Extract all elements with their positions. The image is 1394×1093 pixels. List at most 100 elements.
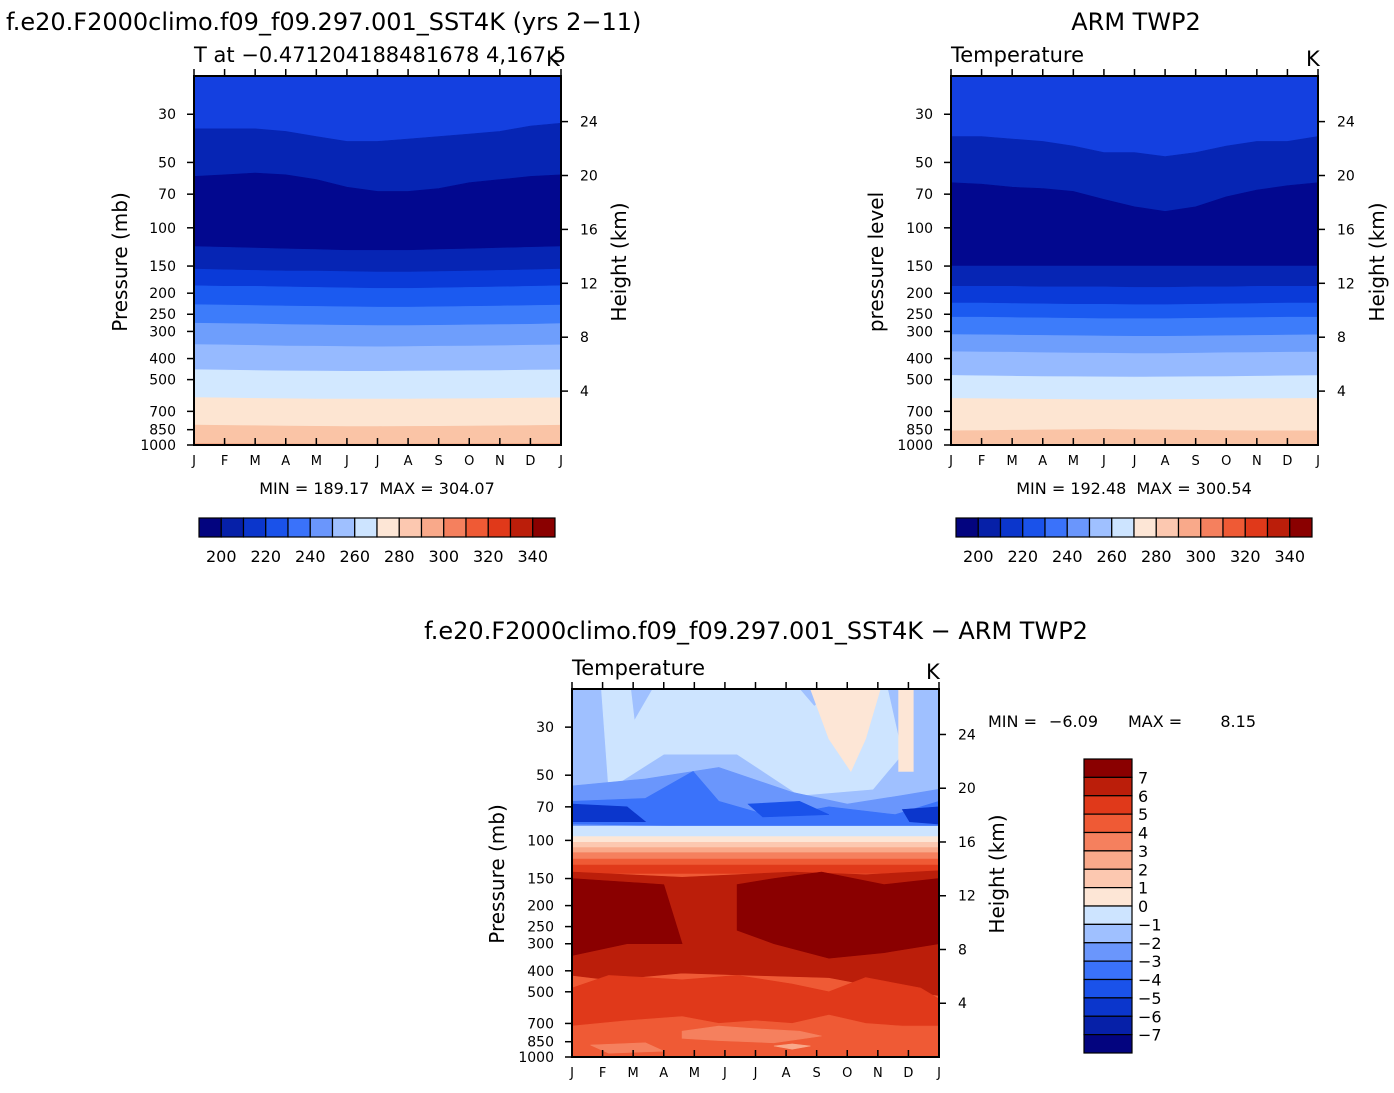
contour-band-9 (193, 369, 562, 400)
model-colorbar-label-0: 200 (206, 547, 237, 566)
model-colorbar-label-4: 280 (384, 547, 415, 566)
model-xtick-label-1: F (221, 454, 228, 469)
model-ytick-label-6: 250 (149, 307, 176, 323)
diff-colorbar-box-5 (1083, 850, 1133, 870)
model-ytick-label-12: 1000 (140, 438, 176, 454)
obs-xtick-label-10: N (1252, 454, 1262, 469)
diff-colorbar-label-7: 0 (1138, 897, 1148, 916)
obs-xtick-label-9: O (1221, 454, 1231, 469)
model-colorbar-label-2: 240 (295, 547, 326, 566)
diff-colorbar-box-8 (1083, 905, 1133, 925)
contour-band-8 (193, 344, 562, 372)
diff-colorbar-box-4 (1083, 831, 1133, 852)
diff-region-trop-7a (571, 878, 683, 956)
diff-xtick-label-4: M (689, 1066, 700, 1081)
obs-xtick-label-7: A (1161, 454, 1170, 469)
obs-minmax: MIN = 192.48 MAX = 300.54 (1016, 479, 1252, 498)
diff-colorbar-box-1 (1083, 776, 1133, 797)
obs-xtick-label-12: J (1315, 454, 1320, 469)
obs-colorbar-label-3: 260 (1096, 547, 1127, 566)
diff-xtick-label-12: J (936, 1066, 941, 1081)
model-colorbar-box-14 (509, 517, 534, 538)
obs-right-string: K (1306, 47, 1321, 71)
diff-htick-label-0: 24 (958, 727, 976, 743)
model-colorbar-box-11 (443, 517, 467, 538)
model-xtick-label-9: O (464, 454, 474, 469)
diff-ytick-label-12: 1000 (518, 1050, 554, 1066)
panel-difference-temperature: J F M A M J J A S O N D J305070100150200250300400500… (518, 682, 1162, 1081)
diff-colorbar-box-11 (1083, 960, 1133, 981)
diff-colorbar-box-6 (1083, 868, 1133, 889)
diff-htick-label-5: 4 (958, 996, 967, 1012)
obs-xtick-label-4: M (1068, 454, 1079, 469)
title-right: ARM TWP2 (1071, 8, 1201, 36)
model-right-string: K (546, 47, 561, 71)
model-ylabel: Pressure (mb) (108, 192, 132, 332)
model-colorbar-label-3: 260 (339, 547, 370, 566)
diff-right-string: K (926, 660, 941, 684)
diff-ytick-label-0: 30 (536, 720, 554, 736)
diff-ytick-label-2: 70 (536, 800, 554, 816)
obs-ytick-label-2: 70 (915, 187, 933, 203)
model-left-string: T at −0.471204188481678 4,167.5 (193, 43, 566, 67)
model-htick-label-2: 16 (580, 222, 598, 238)
contour-band-4 (950, 286, 1319, 305)
obs-htick-label-5: 4 (1337, 384, 1346, 400)
diff-colorbar-label-11: −4 (1138, 971, 1162, 990)
contour-band-7 (950, 334, 1319, 354)
obs-colorbar-box-6 (1088, 517, 1113, 538)
model-htick-label-4: 8 (580, 330, 589, 346)
diff-colorbar-label-8: −1 (1138, 915, 1162, 934)
diff-xtick-label-8: S (813, 1066, 821, 1081)
obs-htick-label-1: 20 (1337, 169, 1355, 185)
contour-band-9 (950, 375, 1319, 401)
obs-htick-label-0: 24 (1337, 115, 1355, 131)
diff-colorbar-label-4: 3 (1138, 842, 1148, 861)
obs-ytick-label-9: 500 (906, 373, 933, 389)
obs-ytick-label-7: 300 (906, 324, 933, 340)
model-xtick-label-12: J (558, 454, 563, 469)
obs-colorbar-box-12 (1222, 517, 1246, 538)
model-xtick-label-5: J (344, 454, 349, 469)
diff-xtick-label-7: A (782, 1066, 791, 1081)
diff-xtick-label-9: O (842, 1066, 852, 1081)
title-left: f.e20.F2000climo.f09_f09.297.001_SST4K (… (6, 8, 641, 36)
model-colorbar-box-8 (376, 517, 400, 538)
diff-colorbar-label-3: 4 (1138, 824, 1148, 843)
panel-obs-temperature: J F M A M J J A S O N D J305070100150200250300400500… (897, 69, 1355, 566)
obs-xtick-label-0: J (948, 454, 953, 469)
diff-ytick-label-1: 50 (536, 768, 554, 784)
obs-ylabel: pressure level (864, 192, 888, 332)
diff-colorbar-label-1: 6 (1138, 787, 1148, 806)
model-ytick-label-3: 100 (149, 221, 176, 237)
model-ytick-label-1: 50 (158, 155, 176, 171)
model-ytick-label-5: 200 (149, 286, 176, 302)
model-htick-label-1: 20 (580, 169, 598, 185)
obs-ytick-label-1: 50 (915, 155, 933, 171)
diff-region-low-3a (681, 1025, 822, 1044)
model-xtick-label-8: S (435, 454, 443, 469)
diff-htick-label-2: 16 (958, 835, 976, 851)
model-xtick-label-6: J (375, 454, 380, 469)
obs-xtick-label-1: F (978, 454, 985, 469)
contour-band-10 (950, 398, 1319, 432)
contour-band-5 (193, 285, 562, 308)
obs-colorbar-box-5 (1066, 517, 1091, 538)
contour-band-6 (193, 304, 562, 326)
obs-colorbar-box-14 (1266, 517, 1291, 538)
model-colorbar-box-13 (487, 517, 512, 538)
diff-region-low-2 (773, 1043, 811, 1050)
title-diff: f.e20.F2000climo.f09_f09.297.001_SST4K −… (424, 617, 1088, 645)
diff-htick-label-3: 12 (958, 889, 976, 905)
diff-max-value: 8.15 (1220, 712, 1256, 731)
obs-xtick-label-3: A (1038, 454, 1047, 469)
diff-region-upper-deep-3 (747, 800, 830, 818)
model-ytick-label-11: 850 (149, 423, 176, 439)
model-ytick-label-4: 150 (149, 259, 176, 275)
model-xtick-label-4: M (311, 454, 322, 469)
obs-htick-label-3: 12 (1337, 276, 1355, 292)
diff-xtick-label-10: N (873, 1066, 883, 1081)
model-colorbar-label-5: 300 (428, 547, 459, 566)
model-htick-label-0: 24 (580, 115, 598, 131)
